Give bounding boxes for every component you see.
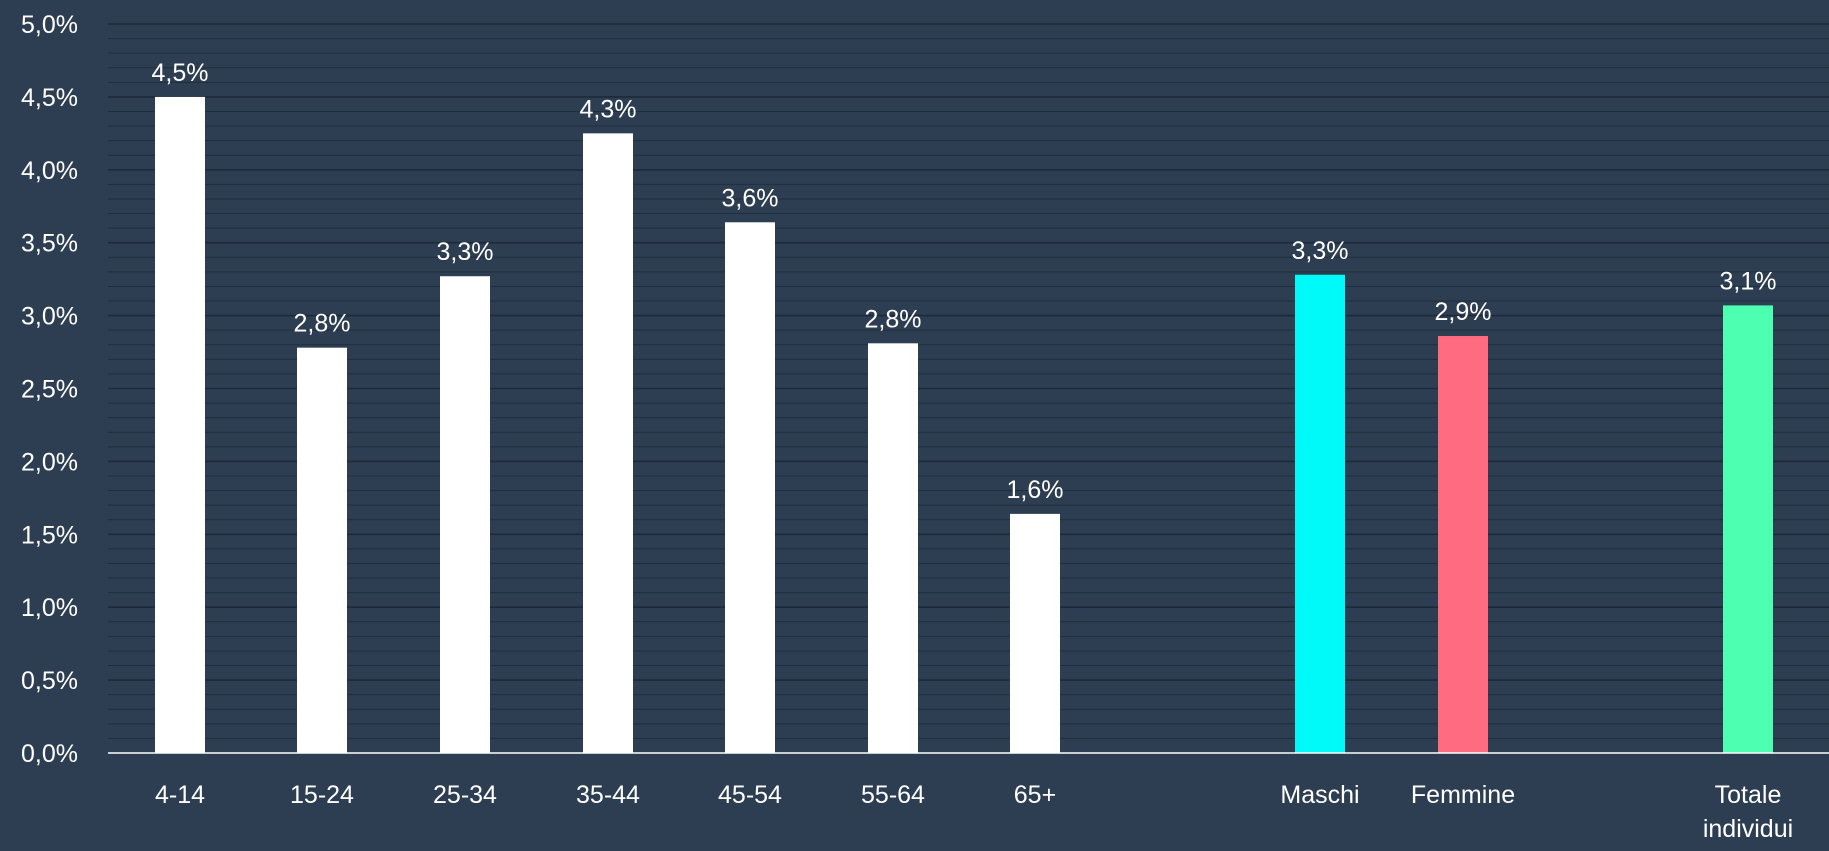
data-label: 3,3% — [1292, 237, 1349, 265]
bar — [583, 133, 633, 754]
x-axis-ticks: 4-14 15-24 25-34 35-44 45-54 55-64 65+ Maschi Fe… — [155, 781, 1793, 843]
y-axis-ticks: 0,0% 0,5% 1,0% 1,5% 2,0% 2,5% 3,0% 3,5% 4,0% 4,5%… — [21, 11, 78, 768]
y-tick-label: 3,0% — [21, 303, 78, 331]
bar — [1010, 513, 1060, 753]
y-tick-label: 0,5% — [21, 667, 78, 695]
x-tick-label: 55-64 — [861, 781, 925, 809]
x-tick-label: 15-24 — [290, 781, 354, 809]
gridlines — [108, 23, 1829, 739]
data-labels: 4,5% 2,8% 3,3% 4,3% 3,6% 2,8% 1,6% 3,3% 2,9% 3,1% — [152, 59, 1777, 504]
bar — [1438, 336, 1488, 753]
bar — [725, 222, 775, 754]
y-tick-label: 2,5% — [21, 376, 78, 404]
y-tick-label: 1,5% — [21, 521, 78, 549]
x-tick-label: 65+ — [1014, 781, 1056, 809]
y-tick-label: 5,0% — [21, 11, 78, 39]
x-tick-label: individui — [1703, 815, 1793, 843]
y-tick-label: 4,5% — [21, 84, 78, 112]
data-label: 2,8% — [865, 305, 922, 333]
data-label: 3,1% — [1720, 267, 1777, 295]
bar — [1723, 305, 1773, 753]
data-label: 4,3% — [580, 95, 637, 123]
data-label: 3,3% — [437, 238, 494, 266]
bar — [155, 96, 205, 753]
x-tick-label: 35-44 — [576, 781, 640, 809]
y-tick-label: 0,0% — [21, 740, 78, 768]
x-tick-label: 25-34 — [433, 781, 497, 809]
data-label: 3,6% — [722, 184, 779, 212]
data-label: 2,9% — [1435, 298, 1492, 326]
bar — [1295, 274, 1345, 753]
bar — [297, 347, 347, 753]
bars — [155, 96, 1773, 754]
x-tick-label: Totale — [1715, 781, 1782, 809]
x-tick-label: 45-54 — [718, 781, 782, 809]
y-tick-label: 2,0% — [21, 448, 78, 476]
y-tick-label: 1,0% — [21, 594, 78, 622]
data-label: 4,5% — [152, 59, 209, 87]
x-tick-label: Maschi — [1280, 781, 1359, 809]
bar — [868, 343, 918, 753]
x-tick-label: 4-14 — [155, 781, 205, 809]
x-tick-label: Femmine — [1411, 781, 1515, 809]
bar — [440, 276, 490, 753]
y-tick-label: 4,0% — [21, 157, 78, 185]
data-label: 1,6% — [1007, 476, 1064, 504]
y-tick-label: 3,5% — [21, 230, 78, 258]
data-label: 2,8% — [294, 310, 351, 338]
